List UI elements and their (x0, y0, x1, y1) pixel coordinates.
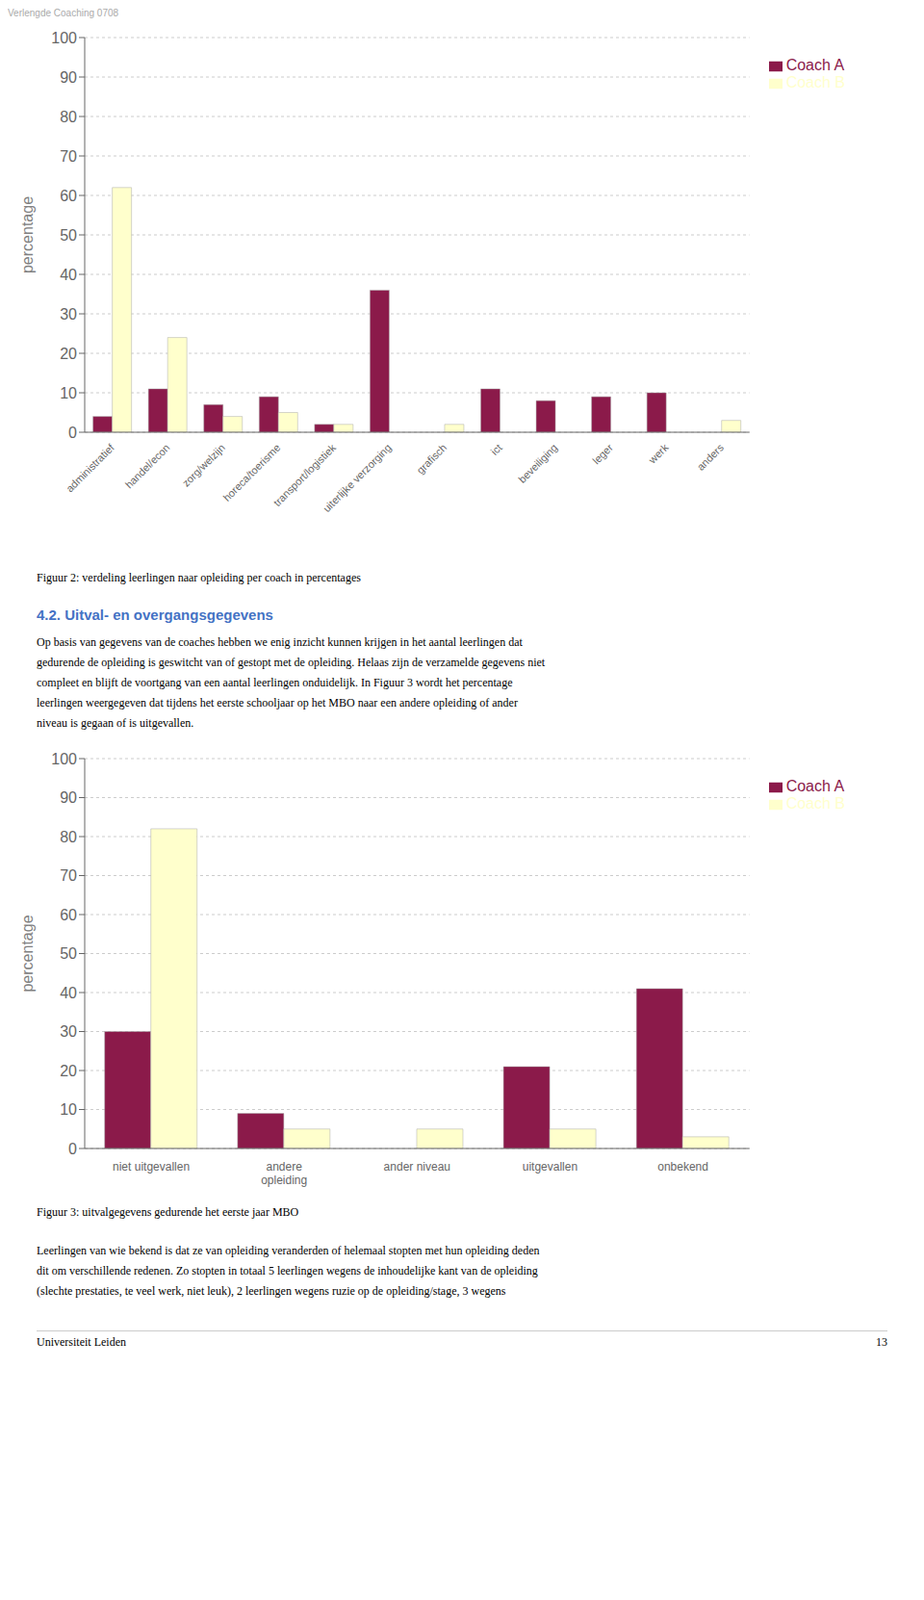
html-text:Verlengde Coaching 0708: Verlengde Coaching 0708 (7, 7, 119, 19)
html-text:Op basis van gegevens van de c: Op basis van gegevens van de coaches heb… (36, 635, 545, 730)
svg-text:anders: anders (694, 440, 727, 473)
svg-text:90: 90 (59, 789, 77, 806)
svg-text:10: 10 (59, 1101, 77, 1118)
svg-text:niet uitgevallen: niet uitgevallen (112, 1159, 190, 1174)
html-text:Coach B: Coach B (785, 74, 846, 91)
svg-text:uitgevallen: uitgevallen (522, 1159, 578, 1174)
svg-text:percentage: percentage (19, 196, 36, 274)
svg-text:0: 0 (68, 424, 77, 441)
html-text:Coach A: Coach A (785, 777, 845, 795)
svg-text:50: 50 (59, 227, 77, 244)
svg-text:20: 20 (59, 1062, 77, 1079)
svg-text:70: 70 (59, 148, 77, 165)
svg-text:70: 70 (59, 867, 77, 884)
svg-text:administratief: administratief (63, 440, 117, 494)
html-text:Figuur 2: verdeling leerlingen: Figuur 2: verdeling leerlingen naar ople… (36, 570, 361, 585)
svg-text:60: 60 (59, 906, 77, 924)
svg-text:40: 40 (59, 266, 77, 283)
svg-text:80: 80 (59, 108, 77, 126)
svg-text:20: 20 (59, 345, 77, 362)
svg-text:10: 10 (59, 385, 77, 402)
svg-text:percentage: percentage (19, 914, 36, 992)
svg-text:30: 30 (59, 1023, 77, 1040)
svg-text:100: 100 (51, 29, 77, 47)
html-text:Universiteit Leiden: Universiteit Leiden (36, 1334, 127, 1349)
svg-text:0: 0 (68, 1140, 77, 1157)
svg-text:andereopleiding: andereopleiding (260, 1159, 308, 1187)
svg-text:zorg/welzijn: zorg/welzijn (179, 441, 228, 489)
svg-text:grafisch: grafisch (413, 441, 449, 477)
svg-text:beveiliging: beveiliging (515, 441, 560, 486)
svg-text:100: 100 (51, 750, 77, 768)
html-text:Coach B: Coach B (785, 795, 846, 812)
html-text:4.2. Uitval- en overgangsgegev: 4.2. Uitval- en overgangsgegevens (36, 606, 274, 623)
svg-text:transport/logistiek: transport/logistiek (271, 441, 338, 509)
svg-text:werk: werk (645, 440, 671, 466)
html-text:13: 13 (875, 1334, 888, 1349)
svg-text:horeca/toerisme: horeca/toerisme (220, 441, 283, 504)
svg-text:90: 90 (59, 69, 77, 86)
svg-text:30: 30 (59, 306, 77, 323)
svg-text:onbekend: onbekend (657, 1159, 709, 1174)
html-text:Coach A: Coach A (785, 56, 845, 74)
html-text:Leerlingen van wie bekend is d: Leerlingen van wie bekend is dat ze van … (36, 1243, 540, 1298)
svg-text:handel/econ: handel/econ (123, 441, 173, 491)
svg-text:ict: ict (488, 441, 505, 458)
svg-text:ander niveau: ander niveau (384, 1159, 451, 1174)
svg-text:60: 60 (59, 187, 77, 205)
svg-text:40: 40 (59, 984, 77, 1001)
svg-text:leger: leger (590, 440, 616, 466)
svg-text:uiterlijke verzorging: uiterlijke verzorging (320, 441, 393, 514)
svg-text:50: 50 (59, 945, 77, 962)
html-text:Figuur 3: uitvalgegevens gedur: Figuur 3: uitvalgegevens gedurende het e… (36, 1205, 299, 1219)
svg-text:80: 80 (59, 828, 77, 846)
